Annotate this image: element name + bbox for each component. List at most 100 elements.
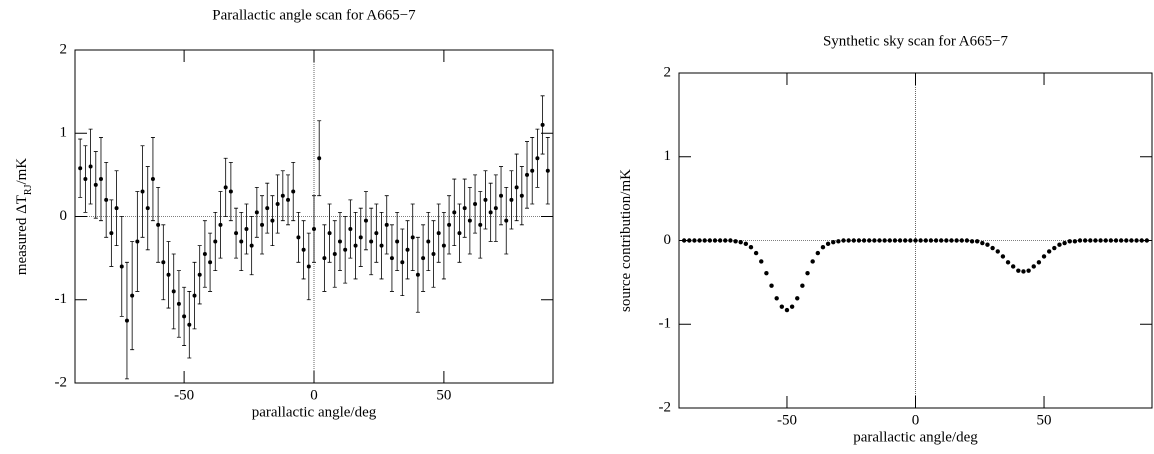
- data-point: [93, 182, 98, 187]
- y-tick-label: -2: [55, 374, 68, 390]
- data-point: [1062, 240, 1067, 246]
- data-point: [795, 296, 800, 301]
- data-point: [810, 259, 815, 264]
- data-point: [182, 314, 187, 319]
- data-point: [358, 235, 363, 240]
- data-point: [114, 206, 119, 211]
- data-point: [728, 238, 733, 243]
- data-point: [374, 231, 379, 236]
- y-tick-label: 2: [664, 64, 672, 80]
- data-point: [805, 270, 810, 276]
- y-axis-label: measured ΔTRJ/mK: [14, 158, 33, 275]
- data-point: [478, 222, 483, 227]
- data-point: [1144, 238, 1150, 243]
- y-tick-label: 0: [664, 232, 672, 248]
- data-point: [410, 235, 415, 240]
- data-point: [197, 272, 202, 277]
- data-point: [738, 239, 743, 245]
- y-tick-label: 2: [60, 41, 68, 57]
- data-point: [270, 218, 275, 223]
- data-point: [135, 239, 140, 244]
- data-point: [949, 238, 954, 243]
- data-point: [306, 264, 311, 269]
- data-point: [171, 289, 176, 294]
- data-point: [789, 304, 795, 309]
- data-point: [681, 238, 687, 243]
- data-point: [78, 166, 83, 171]
- data-point: [939, 238, 944, 243]
- data-point: [124, 318, 129, 323]
- data-point: [291, 189, 296, 194]
- data-point: [301, 247, 306, 252]
- chart-title: Parallactic angle scan for A665−7: [212, 7, 416, 23]
- data-point: [119, 264, 124, 269]
- data-point: [280, 193, 285, 198]
- data-point: [493, 206, 498, 211]
- data-point: [1052, 245, 1057, 251]
- data-point: [882, 238, 887, 243]
- data-point: [918, 238, 923, 243]
- data-point: [218, 222, 223, 227]
- data-point: [265, 206, 270, 211]
- data-point: [176, 301, 181, 306]
- data-point: [800, 283, 805, 288]
- data-point: [980, 240, 985, 246]
- data-point: [702, 238, 707, 243]
- data-point: [1118, 238, 1124, 243]
- data-point: [447, 222, 452, 227]
- data-point: [1046, 249, 1052, 254]
- data-point: [861, 238, 867, 243]
- data-point: [692, 238, 697, 243]
- data-point: [244, 226, 249, 231]
- data-point: [545, 168, 550, 173]
- y-tick-label: -2: [659, 399, 672, 415]
- chart-title: Synthetic sky scan for A665−7: [823, 33, 1009, 49]
- data-point: [753, 250, 759, 256]
- y-axis-label: source contribution/mK: [618, 169, 634, 312]
- data-point: [140, 189, 145, 194]
- y-tick-label: -1: [659, 316, 672, 332]
- data-point: [213, 239, 218, 244]
- data-point: [348, 226, 353, 231]
- data-point: [1016, 268, 1021, 273]
- data-point: [903, 238, 908, 243]
- y-tick-label: 0: [60, 208, 68, 224]
- data-point: [1021, 269, 1026, 274]
- subplot: Synthetic sky scan for A665−7 -50 0 50 -2 -1 0…: [618, 33, 1153, 445]
- data-point: [748, 245, 754, 250]
- data-point: [473, 202, 478, 207]
- data-point: [841, 238, 846, 243]
- data-point: [249, 243, 254, 248]
- data-point: [353, 243, 358, 248]
- data-point: [530, 168, 535, 173]
- data-point: [913, 238, 918, 243]
- data-point: [1036, 260, 1042, 265]
- data-point: [150, 177, 155, 182]
- data-point: [109, 231, 114, 236]
- data-point: [1093, 238, 1098, 243]
- data-point: [83, 177, 88, 182]
- data-point: [784, 307, 790, 313]
- data-point: [499, 193, 504, 198]
- data-point: [687, 238, 692, 243]
- data-point: [1082, 238, 1088, 243]
- x-tick-label: 50: [1037, 412, 1052, 428]
- data-point: [1057, 242, 1062, 247]
- data-point: [337, 239, 342, 244]
- data-point: [130, 293, 135, 298]
- data-point: [1005, 260, 1011, 265]
- data-point: [1000, 254, 1006, 259]
- data-point: [944, 238, 949, 243]
- data-point: [1031, 264, 1036, 269]
- data-point: [1010, 264, 1016, 269]
- y-axis-label-part: measured ΔT: [14, 195, 30, 275]
- data-point: [990, 245, 995, 251]
- data-point: [322, 256, 327, 261]
- data-point: [187, 322, 192, 327]
- y-tick-label: -1: [55, 291, 68, 307]
- data-point: [831, 239, 836, 245]
- data-point: [877, 238, 882, 243]
- data-point: [1088, 238, 1093, 243]
- data-point: [540, 122, 545, 127]
- data-point: [1124, 238, 1129, 243]
